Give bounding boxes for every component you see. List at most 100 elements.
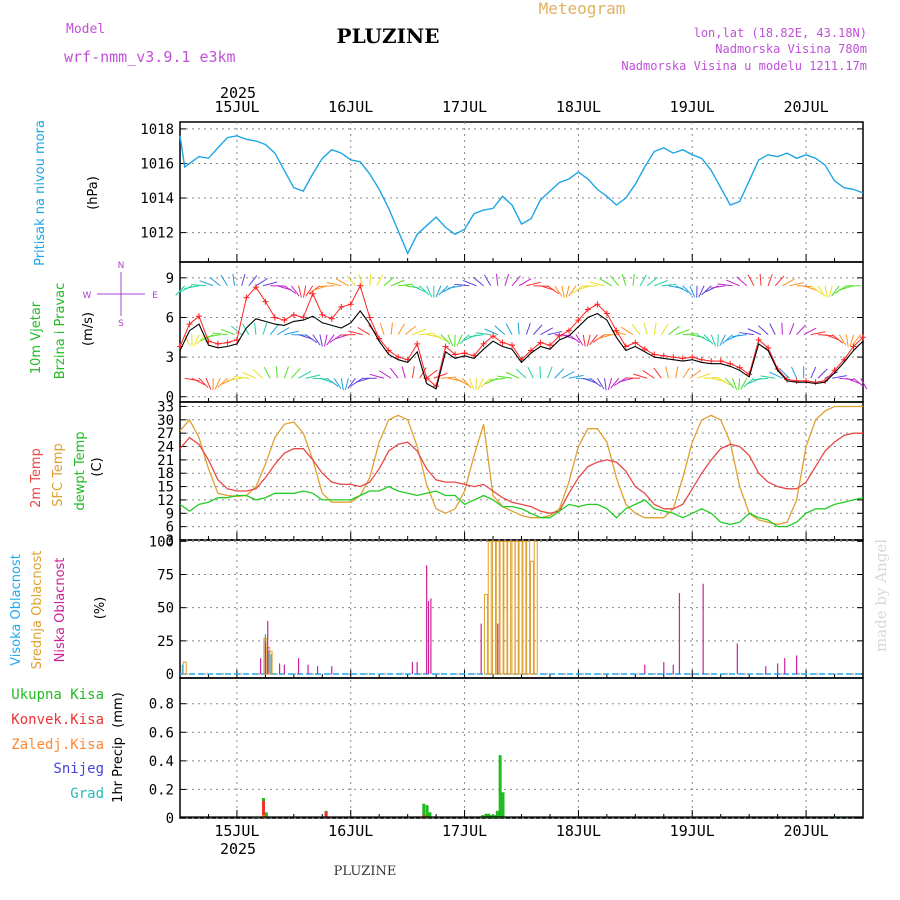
wind-barb	[682, 285, 693, 296]
wind-barb	[369, 273, 372, 286]
mid-cloud-bar	[529, 560, 534, 675]
wind-barb	[232, 273, 236, 286]
wind-barb	[710, 285, 726, 289]
wind-barb	[505, 323, 513, 335]
model-value: wrf-nmm_v3.9.1 e3km	[64, 48, 236, 66]
wind-barb	[344, 378, 349, 391]
wind-gust-marker	[186, 321, 193, 328]
wind-barb	[610, 275, 620, 287]
wind-barb	[767, 274, 773, 286]
wind-gust-marker	[708, 358, 715, 365]
wind-barb	[305, 374, 321, 379]
wind-gust-marker	[309, 290, 316, 297]
wind-barb	[831, 285, 840, 297]
wind-barb	[599, 278, 612, 287]
wind-barb	[184, 334, 191, 347]
wind-barb	[262, 281, 278, 287]
wind-gust-marker	[214, 340, 221, 347]
wind-barb	[824, 334, 839, 341]
mid-cloud-bar	[182, 661, 187, 675]
total-precip-bar	[484, 813, 488, 818]
wind-barb	[347, 377, 356, 389]
wind-barb	[456, 334, 463, 347]
wind-barb	[653, 367, 662, 379]
wind-barb	[412, 328, 427, 336]
wind-barb	[675, 366, 679, 379]
wind-barb	[276, 327, 290, 336]
wind-gust-marker	[556, 332, 563, 339]
total-precip-bar	[495, 810, 499, 818]
day-label-bottom: 19JUL	[670, 822, 715, 840]
day-label-top: 16JUL	[328, 98, 373, 116]
sfc-temp-line	[179, 405, 863, 526]
wind-barb	[305, 334, 318, 344]
elevation-label: Nadmorska Visina 780m	[715, 42, 867, 56]
wind-barb	[839, 285, 854, 291]
cloud-unit: (%)	[93, 597, 108, 620]
precip-legend-conv: Konvek.Kisa	[11, 712, 104, 728]
wind-barb	[789, 323, 795, 335]
wind-gust-marker	[765, 344, 772, 351]
wind-gust-marker	[271, 314, 278, 321]
wind-barb	[539, 366, 541, 379]
wind-barb	[717, 283, 733, 287]
wind-barb	[743, 377, 755, 388]
wind-barb	[214, 378, 221, 390]
wind-barb	[703, 334, 714, 345]
total-precip-bar	[264, 812, 268, 818]
wind-barb	[475, 378, 477, 391]
wind-barb	[346, 275, 356, 287]
wind-barb	[852, 334, 862, 346]
wind-gust-marker	[461, 350, 468, 357]
wind-barb	[589, 334, 598, 346]
model-label: Model	[66, 22, 105, 37]
wind-barb	[526, 281, 541, 287]
wind-gust-marker	[347, 301, 354, 308]
wind-barb	[383, 276, 395, 287]
wind-barb	[710, 334, 717, 347]
wind-barb	[782, 278, 795, 287]
mid-cloud-bar	[268, 650, 273, 675]
y-tick-label: 3	[166, 350, 174, 366]
y-tick-label: 30	[157, 413, 174, 429]
wind-barb	[803, 285, 818, 292]
wind-barb	[632, 273, 635, 286]
wind-barb	[590, 281, 605, 287]
wind-barb	[575, 334, 584, 346]
compass-s: S	[118, 319, 124, 329]
wind-gust-marker	[290, 311, 297, 318]
wind-barb	[226, 377, 242, 382]
wind-barb	[757, 325, 769, 336]
wind-gust-marker	[357, 282, 364, 289]
wind-gust-marker	[385, 347, 392, 354]
y-tick-label: 1014	[140, 191, 174, 207]
wind-barb	[454, 283, 470, 287]
total-precip-bar	[422, 803, 426, 818]
wind-barb	[532, 324, 543, 335]
wind-barb	[255, 277, 268, 287]
wind-barb	[205, 334, 221, 338]
wind-gust-marker	[366, 314, 373, 321]
wind-gust-marker	[689, 354, 696, 361]
mid-cloud-bar	[499, 540, 504, 675]
wind-gust-marker	[651, 351, 658, 358]
wind-barb	[357, 326, 370, 336]
wind-barb	[275, 366, 278, 379]
wind-barb	[642, 370, 655, 379]
wind-gust-marker	[224, 339, 231, 346]
wind-barb	[646, 276, 659, 287]
tick-labels: 15JUL 15JUL 16JUL 16JUL 17JUL 17JUL 18JUL 18JUL…	[140, 98, 828, 840]
wind-barb	[568, 374, 584, 379]
wind-gust-marker	[328, 315, 335, 322]
wind-barb	[323, 334, 328, 347]
wind-barb	[442, 285, 456, 293]
mid-cloud-bar	[503, 540, 508, 675]
wind-barb	[205, 378, 212, 390]
wind-barb	[760, 375, 776, 379]
wind-barb	[369, 373, 385, 379]
y-tick-label: 0	[166, 667, 174, 683]
day-label-top: 15JUL	[214, 98, 259, 116]
y-tick-label: 3	[166, 533, 174, 549]
wind-gust-marker	[243, 294, 250, 301]
wind-barb	[209, 276, 221, 287]
